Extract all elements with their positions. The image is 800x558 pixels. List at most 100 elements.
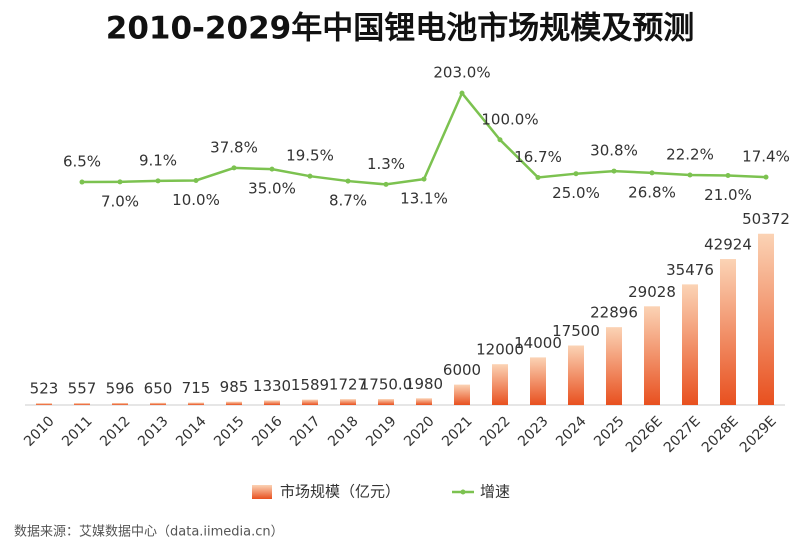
data-label: 1330 — [253, 377, 291, 395]
bar — [378, 399, 394, 405]
source: 数据来源：艾媒数据中心（data.iimedia.cn） — [14, 525, 284, 540]
legend-label: 增速 — [480, 483, 510, 501]
x-tick-label: 2016 — [249, 413, 286, 450]
data-label: 1750.0 — [360, 376, 413, 394]
data-label: 1980 — [405, 375, 443, 393]
line-point — [117, 179, 123, 185]
line-point — [725, 173, 731, 178]
data-label: 650 — [144, 379, 173, 397]
line-point — [193, 177, 199, 183]
data-label: 19.5% — [286, 147, 334, 165]
bar — [530, 357, 546, 405]
line-point — [497, 137, 503, 143]
bar — [416, 398, 432, 405]
bar — [150, 402, 166, 405]
data-label: 985 — [220, 378, 249, 396]
line-point — [79, 179, 85, 185]
data-label: 37.8% — [210, 138, 258, 156]
x-tick-label: 2012 — [97, 413, 134, 450]
bar — [720, 259, 736, 405]
legend-label: 市场规模（亿元） — [280, 483, 400, 501]
line-point — [535, 174, 541, 180]
line-point — [269, 166, 275, 172]
data-label: 22.2% — [666, 145, 714, 163]
data-label: 6.5% — [63, 153, 101, 171]
line-point — [345, 178, 351, 184]
data-label: 22896 — [590, 304, 638, 322]
data-label: 30.8% — [590, 142, 638, 160]
line-point — [307, 173, 313, 179]
bar — [492, 364, 508, 405]
x-tick-label: 2026E — [623, 413, 666, 456]
data-label: 13.1% — [400, 190, 448, 208]
data-label: 1589 — [291, 376, 329, 394]
line-point — [231, 165, 237, 171]
data-label: 17.4% — [742, 148, 790, 166]
bar — [226, 401, 242, 405]
x-tick-label: 2013 — [135, 413, 172, 450]
data-label: 50372 — [742, 210, 790, 228]
data-label: 12000 — [476, 341, 524, 359]
data-label: 16.7% — [514, 148, 562, 166]
x-tick-label: 2020 — [401, 413, 438, 450]
legend-swatch — [252, 485, 272, 499]
x-tick-label: 2015 — [211, 413, 248, 450]
data-label: 1.3% — [367, 155, 405, 173]
data-label: 9.1% — [139, 151, 177, 169]
x-tick-label: 2021 — [439, 413, 476, 450]
data-label: 25.0% — [552, 184, 600, 202]
data-label: 7.0% — [101, 192, 139, 210]
line-point — [763, 174, 769, 180]
data-label: 100.0% — [481, 110, 538, 128]
bar — [264, 400, 280, 405]
bar — [36, 403, 52, 405]
data-label: 10.0% — [172, 191, 220, 209]
x-tick-label: 2027E — [661, 413, 704, 456]
line-point — [383, 181, 389, 187]
line-point — [459, 90, 465, 96]
bar — [302, 399, 318, 405]
line-point — [155, 178, 161, 184]
line-point — [687, 172, 693, 178]
x-tick-label: 2019 — [363, 413, 400, 450]
data-label: 14000 — [514, 334, 562, 352]
data-label: 6000 — [443, 361, 481, 379]
x-tick-label: 2014 — [173, 413, 210, 450]
x-tick-label: 2023 — [515, 413, 552, 450]
data-label: 1727 — [329, 376, 367, 394]
data-label: 17500 — [552, 322, 600, 340]
bar — [758, 233, 774, 405]
data-label: 715 — [182, 379, 211, 397]
line-point — [649, 170, 655, 176]
line-point — [421, 176, 427, 182]
data-label: 35.0% — [248, 180, 296, 198]
bar — [74, 403, 90, 405]
x-tick-label: 2018 — [325, 413, 362, 450]
data-label: 8.7% — [329, 192, 367, 210]
data-label: 523 — [30, 380, 59, 398]
x-tick-label: 2010 — [21, 413, 58, 450]
bar — [188, 402, 204, 405]
data-label: 26.8% — [628, 183, 676, 201]
bar — [606, 327, 622, 405]
data-label: 35476 — [666, 261, 714, 279]
line-point — [611, 168, 617, 174]
bar — [112, 402, 128, 405]
x-tick-label: 2017 — [287, 413, 324, 450]
x-tick-label: 2024 — [553, 413, 590, 450]
data-label: 557 — [68, 380, 97, 398]
data-label: 203.0% — [433, 64, 490, 82]
data-label: 29028 — [628, 283, 676, 301]
bar — [568, 345, 584, 405]
x-tick-label: 2011 — [59, 413, 96, 450]
line — [81, 90, 767, 186]
bar — [644, 306, 660, 405]
data-label: 21.0% — [704, 186, 752, 204]
line-point — [573, 171, 579, 177]
bar — [682, 284, 698, 405]
x-tick-label: 2029E — [737, 413, 780, 456]
legend-swatch — [460, 489, 466, 495]
chart-title: 2010-2029年中国锂电池市场规模及预测 — [106, 11, 694, 47]
data-label: 42924 — [704, 236, 752, 254]
